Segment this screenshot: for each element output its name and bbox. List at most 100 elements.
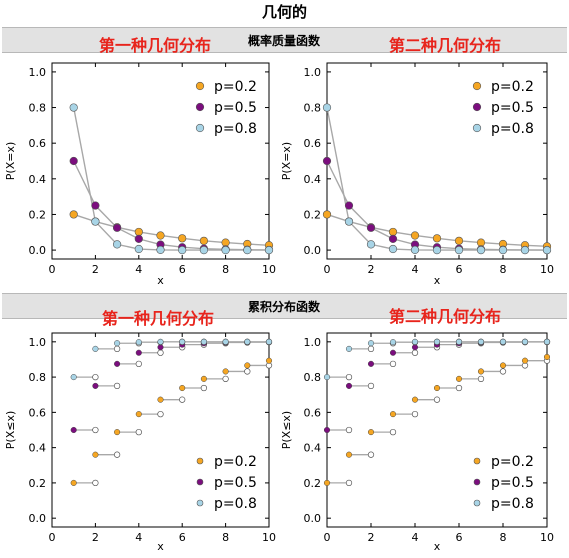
chart3-open-point-p=0.5 [411, 349, 419, 356]
chart3-open-point-p=0.2 [411, 410, 419, 418]
chart3-legend-label-p=0.5: p=0.5 [491, 475, 534, 491]
chart1-point-p=0.2 [388, 227, 398, 237]
chart1-legend-label-p=0.2: p=0.2 [491, 79, 534, 95]
chart0-x-axis-label: x [157, 274, 164, 287]
chart2-point-p=0.2 [200, 375, 207, 382]
chart0-legend-label-p=0.5: p=0.5 [214, 100, 257, 116]
chart1-point-p=0.8 [344, 217, 354, 226]
chart2-point-p=0.2 [135, 411, 142, 418]
chart0-legend-marker-p=0.8 [195, 123, 205, 133]
chart1-point-p=0.2 [476, 238, 486, 247]
chart1-point-p=0.8 [476, 245, 486, 255]
chart1-legend-marker-p=0.5 [472, 102, 482, 112]
chart3-point-p=0.2 [345, 451, 353, 458]
chart2-point-p=0.5 [135, 349, 142, 356]
chart3-x-tick-label: 8 [500, 531, 507, 544]
chart0-series-line-p=0.2 [73, 213, 270, 246]
chart0-point-p=0.8 [156, 245, 165, 255]
section-label-pmf: 概率质量函数 [247, 34, 321, 48]
chart2-point-p=0.2 [114, 429, 121, 436]
chart3-open-point-p=0.2 [367, 451, 375, 458]
chart3-x-tick-label: 4 [412, 531, 419, 544]
chart1-x-tick-label: 0 [324, 263, 331, 276]
chart0-point-p=0.8 [199, 245, 208, 255]
chart2-open-point-p=0.2 [200, 384, 208, 392]
panel-title-cdf-type2: 第二种几何分布 [388, 307, 502, 326]
chart2-x-tick-label: 4 [135, 531, 142, 544]
chart1-y-tick-label: 0.6 [304, 137, 322, 150]
chart1-legend-marker-p=0.8 [472, 123, 482, 133]
panel-title-cdf-type1: 第一种几何分布 [101, 309, 215, 328]
chart3-x-axis-label: x [434, 540, 441, 553]
chart1-point-p=0.2 [432, 234, 442, 243]
chart2-point-p=0.2 [92, 451, 99, 458]
chart0-y-axis-label: P(X=x) [4, 142, 17, 180]
chart0-point-p=0.5 [91, 201, 100, 210]
chart2-y-tick-label: 0.2 [29, 477, 47, 490]
chart0-point-p=0.2 [199, 236, 208, 245]
chart3-point-p=0.2 [367, 429, 375, 436]
chart3-y-tick-label: 0.2 [304, 477, 322, 490]
chart3-point-p=0.8 [323, 374, 331, 381]
chart2-x-tick-label: 2 [92, 531, 99, 544]
chart2-point-p=0.8 [157, 338, 164, 345]
chart3-open-point-p=0.5 [367, 382, 375, 390]
chart2-point-p=0.8 [179, 338, 186, 345]
chart2-point-p=0.5 [70, 426, 77, 434]
chart0-point-p=0.8 [221, 245, 230, 255]
chart1-y-tick-label: 0.8 [304, 102, 322, 115]
section-band-cdf [2, 293, 567, 319]
chart3-point-p=0.5 [389, 349, 397, 356]
chart1-point-p=0.2 [454, 236, 464, 245]
chart3-point-p=0.8 [543, 338, 551, 345]
chart3-point-p=0.5 [323, 426, 331, 434]
chart2-open-point-p=0.2 [92, 479, 99, 487]
chart2-x-tick-label: 0 [49, 531, 56, 544]
page-title: 几何的 [261, 3, 307, 21]
chart3-point-p=0.2 [543, 353, 551, 361]
chart2-point-p=0.2 [244, 362, 251, 369]
chart2-legend-marker-p=0.2 [196, 457, 204, 465]
chart1-point-p=0.2 [410, 231, 420, 240]
chart3-open-point-p=0.5 [389, 360, 397, 368]
chart1-x-tick-label: 4 [412, 263, 419, 276]
chart0-legend-label-p=0.8: p=0.8 [214, 121, 257, 137]
chart2-y-axis-label: P(X≤x) [4, 411, 17, 449]
chart3-point-p=0.5 [345, 382, 353, 389]
chart1-x-tick-label: 2 [368, 263, 375, 276]
chart3-point-p=0.8 [455, 338, 463, 345]
chart0-point-p=0.5 [134, 234, 143, 243]
chart2-open-point-p=0.2 [113, 451, 121, 458]
chart3-x-tick-label: 0 [324, 531, 331, 544]
chart2-x-axis-label: x [157, 540, 164, 553]
chart3-point-p=0.5 [411, 344, 419, 351]
chart1-point-p=0.8 [498, 245, 508, 255]
chart0-point-p=0.8 [112, 240, 122, 249]
chart3-x-tick-label: 6 [456, 531, 463, 544]
chart3-point-p=0.8 [521, 338, 529, 345]
chart3-y-tick-label: 0.6 [304, 406, 322, 419]
chart2-point-p=0.8 [244, 338, 251, 345]
chart0-point-p=0.5 [69, 156, 78, 166]
chart2-y-tick-label: 0.8 [29, 371, 47, 384]
chart0-point-p=0.8 [69, 103, 78, 112]
chart1-x-tick-label: 10 [540, 263, 554, 276]
chart3-open-point-p=0.8 [345, 373, 353, 381]
chart3-point-p=0.8 [499, 338, 507, 345]
chart1-legend-label-p=0.8: p=0.8 [491, 121, 534, 137]
chart0-x-tick-label: 4 [135, 263, 142, 276]
chart3-point-p=0.2 [521, 357, 529, 364]
chart2-open-point-p=0.2 [135, 428, 142, 436]
chart0-x-tick-label: 10 [262, 263, 276, 276]
chart2-point-p=0.2 [70, 479, 77, 486]
chart2-legend-label-p=0.5: p=0.5 [214, 475, 257, 491]
chart2-y-tick-label: 0.4 [29, 442, 47, 455]
chart1-point-p=0.8 [388, 244, 398, 254]
chart0-x-tick-label: 2 [92, 263, 99, 276]
chart2-point-p=0.2 [222, 368, 229, 375]
chart3-y-tick-label: 0.4 [304, 442, 322, 455]
chart3-point-p=0.8 [477, 338, 485, 345]
chart3-open-point-p=0.2 [499, 368, 507, 375]
chart2-x-tick-label: 8 [222, 531, 229, 544]
chart1-x-tick-label: 6 [456, 263, 463, 276]
